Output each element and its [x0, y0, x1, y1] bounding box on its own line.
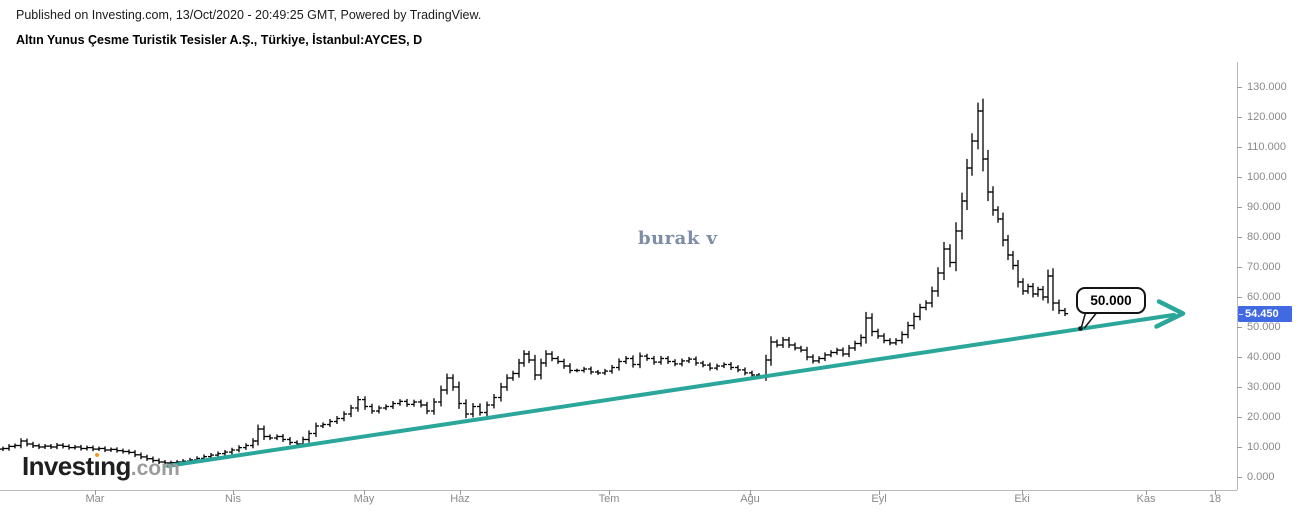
x-tick-label: Ağu — [740, 493, 760, 505]
x-tick-label: Haz — [450, 493, 470, 505]
y-tick-label: 90.000 — [1247, 201, 1281, 213]
x-tick-label: Eki — [1014, 493, 1030, 505]
arrow-head-icon — [1154, 299, 1186, 329]
y-tick-label: 110.000 — [1247, 141, 1286, 153]
x-tick-label: Eyl — [871, 493, 887, 505]
x-tick-label: May — [353, 493, 375, 505]
published-line: Published on Investing.com, 13/Oct/2020 … — [16, 8, 482, 22]
y-tick-label: 50.000 — [1247, 321, 1281, 333]
x-tick-label: Tem — [598, 493, 620, 505]
y-tick-label: 20.000 — [1247, 411, 1281, 423]
ohlc-bars — [0, 98, 1068, 465]
logo-orange-dot-i: ı — [93, 451, 101, 481]
last-price-badge: 54.450 — [1238, 306, 1292, 322]
y-tick-label: 120.000 — [1247, 111, 1287, 123]
y-tick-label: 40.000 — [1247, 351, 1281, 363]
y-tick-label: 80.000 — [1247, 231, 1281, 243]
y-tick-label: 70.000 — [1247, 261, 1281, 273]
y-tick-label: 10.000 — [1247, 441, 1281, 453]
y-tick-label: 30.000 — [1247, 381, 1281, 393]
trendline-anchor-dot[interactable] — [1078, 326, 1083, 331]
trendline-price-callout[interactable]: 50.000 — [1076, 287, 1146, 314]
y-tick-label: 130.000 — [1247, 81, 1287, 93]
x-tick-label: 18 — [1208, 493, 1222, 505]
investing-logo: Investıng.com — [22, 451, 180, 482]
logo-text-1: Invest — [22, 451, 94, 481]
chart-title: Altın Yunus Çesme Turistik Tesisler A.Ş.… — [16, 33, 423, 47]
y-tick-label: 100.000 — [1247, 171, 1287, 183]
y-tick-label: 0.000 — [1247, 471, 1275, 483]
logo-com-suffix: .com — [130, 457, 180, 480]
x-tick-label: Mar — [85, 493, 105, 505]
watermark-text: burak v — [638, 228, 718, 249]
logo-text-2: ng — [100, 451, 131, 481]
x-tick-label: Nis — [225, 493, 241, 505]
x-tick-label: Kas — [1136, 493, 1156, 505]
y-tick-label: 60.000 — [1247, 291, 1281, 303]
axes — [0, 62, 1242, 495]
trendline-arrow — [166, 299, 1186, 468]
